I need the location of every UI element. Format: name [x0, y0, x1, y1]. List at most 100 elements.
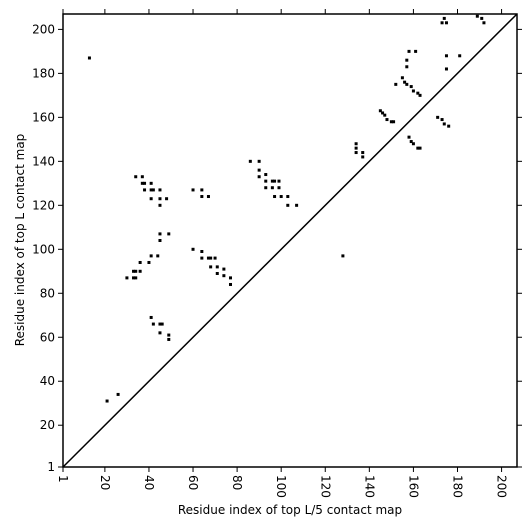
contact-point — [407, 49, 411, 53]
x-tick-label: 160 — [406, 475, 420, 498]
y-tick-label: 1 — [47, 460, 55, 474]
contact-point — [215, 265, 219, 269]
contact-point — [414, 49, 418, 53]
contact-point — [279, 195, 283, 199]
contact-point — [200, 256, 204, 260]
y-tick-label: 20 — [40, 418, 55, 432]
contact-point — [273, 195, 277, 199]
contact-point — [400, 76, 404, 80]
contact-point — [149, 254, 153, 258]
contact-point — [206, 195, 210, 199]
contact-point — [440, 21, 444, 25]
contact-point — [442, 16, 446, 20]
contact-point — [213, 256, 217, 260]
contact-point — [147, 260, 151, 264]
y-tick-label: 40 — [40, 374, 55, 388]
contact-point — [143, 181, 147, 185]
y-tick-label: 80 — [40, 286, 55, 300]
contact-point — [160, 322, 164, 326]
y-axis-label: Residue index of top L contact map — [13, 134, 27, 347]
contact-point — [383, 113, 387, 117]
contact-point — [105, 399, 109, 403]
contact-point — [273, 179, 277, 183]
contact-point — [248, 159, 252, 163]
contact-point — [264, 179, 268, 183]
contact-point — [407, 135, 411, 139]
contact-point — [165, 197, 169, 201]
contact-point — [444, 21, 448, 25]
contact-point — [87, 56, 91, 60]
contact-point — [411, 89, 415, 93]
contact-point — [411, 142, 415, 146]
contact-point — [151, 322, 155, 326]
contact-point — [361, 155, 365, 159]
y-tick-label: 140 — [32, 154, 55, 168]
x-tick-label: 200 — [495, 475, 509, 498]
contact-point — [447, 124, 451, 128]
contact-point — [381, 111, 385, 115]
contact-point — [409, 85, 413, 89]
x-tick-label: 140 — [362, 475, 376, 498]
y-tick-label: 60 — [40, 330, 55, 344]
contact-point — [158, 331, 162, 335]
contact-point — [389, 120, 393, 124]
contact-point — [270, 179, 274, 183]
contact-point — [200, 195, 204, 199]
diagonal — [62, 13, 518, 468]
contact-point — [475, 14, 479, 18]
contact-point — [167, 232, 171, 236]
contact-point — [418, 93, 422, 97]
contact-point — [134, 269, 138, 273]
contact-point — [354, 151, 358, 155]
contact-point — [418, 146, 422, 150]
x-tick-label: 80 — [230, 475, 244, 490]
y-tick-label: 180 — [32, 66, 55, 80]
contact-point — [286, 203, 290, 207]
contact-point — [257, 168, 261, 172]
contact-point — [125, 276, 129, 280]
contact-point — [405, 65, 409, 69]
contact-point — [228, 282, 232, 286]
contact-point — [134, 175, 138, 179]
contact-point — [295, 203, 299, 207]
contact-point — [436, 115, 440, 119]
contact-point — [116, 392, 120, 396]
contact-point — [341, 254, 345, 258]
contact-point — [482, 21, 486, 25]
contact-point — [264, 173, 268, 177]
contact-point — [286, 195, 290, 199]
contact-point — [222, 267, 226, 271]
x-tick-label: 60 — [186, 475, 200, 490]
contact-point — [143, 188, 147, 192]
contact-point — [156, 254, 160, 258]
contact-point — [409, 140, 413, 144]
x-tick-label: 120 — [318, 475, 332, 498]
contact-point — [132, 276, 136, 280]
contact-point — [200, 249, 204, 253]
contact-point — [167, 333, 171, 337]
contact-point — [277, 186, 281, 190]
contact-point — [158, 203, 162, 207]
contact-point — [405, 82, 409, 86]
contact-point — [209, 256, 213, 260]
contact-point — [149, 188, 153, 192]
contact-point — [191, 247, 195, 251]
contact-point — [354, 142, 358, 146]
contact-point — [138, 269, 142, 273]
contact-point — [209, 265, 213, 269]
contact-point — [270, 186, 274, 190]
contact-point — [257, 175, 261, 179]
contact-point — [151, 188, 155, 192]
contact-point — [277, 179, 281, 183]
plot-frame — [62, 13, 518, 468]
contact-point — [403, 80, 407, 84]
contact-point — [416, 146, 420, 150]
contact-point — [444, 67, 448, 71]
x-tick-label: 100 — [274, 475, 288, 498]
contact-point — [257, 159, 261, 163]
contact-point — [228, 276, 232, 280]
contact-point — [200, 188, 204, 192]
contact-point — [416, 91, 420, 95]
contact-point — [392, 120, 396, 124]
contact-point — [264, 186, 268, 190]
